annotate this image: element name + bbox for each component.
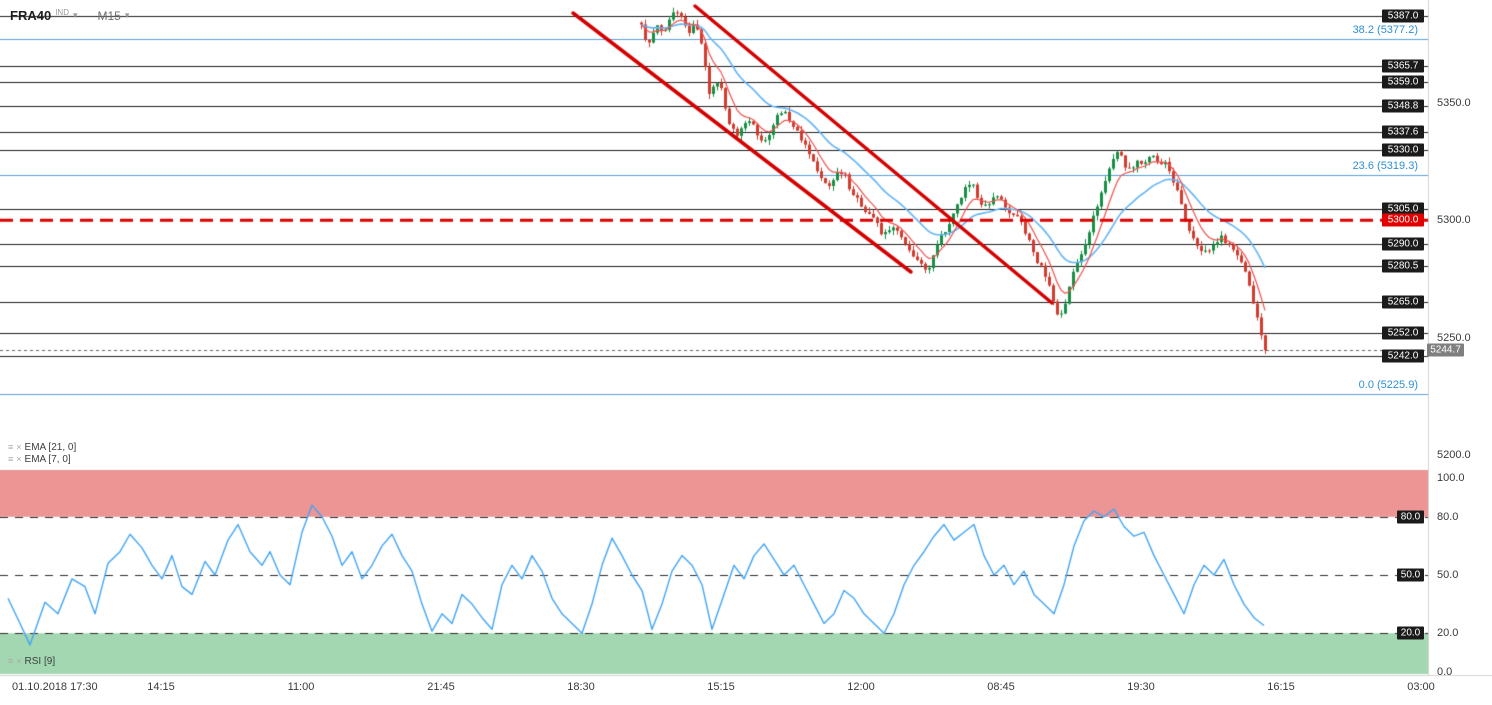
timeframe-selector[interactable]: M15 — [97, 8, 121, 23]
instrument-type-badge: IND — [55, 8, 69, 17]
ema7-indicator-row: ≡ × EMA [7, 0] — [8, 453, 71, 465]
rsi-label: RSI [9] — [24, 655, 56, 667]
indicator-remove-icon[interactable]: × — [16, 442, 22, 452]
ema21-label: EMA [21, 0] — [24, 441, 77, 453]
indicator-settings-icon[interactable]: ≡ — [8, 454, 14, 464]
indicator-remove-icon[interactable]: × — [16, 656, 22, 666]
rsi-indicator-row: ≡ × RSI [9] — [8, 655, 55, 667]
ema21-indicator-row: ≡ × EMA [21, 0] — [8, 441, 76, 453]
chart-header: FRA40 IND ▾ M15 ▾ — [10, 8, 129, 23]
symbol-dropdown-caret-icon[interactable]: ▾ — [72, 10, 78, 20]
indicator-settings-icon[interactable]: ≡ — [8, 442, 14, 452]
timeframe-dropdown-caret-icon[interactable]: ▾ — [124, 10, 130, 20]
indicator-remove-icon[interactable]: × — [16, 454, 22, 464]
indicator-settings-icon[interactable]: ≡ — [8, 656, 14, 666]
ema7-label: EMA [7, 0] — [24, 453, 71, 465]
symbol-name[interactable]: FRA40 — [10, 8, 52, 23]
